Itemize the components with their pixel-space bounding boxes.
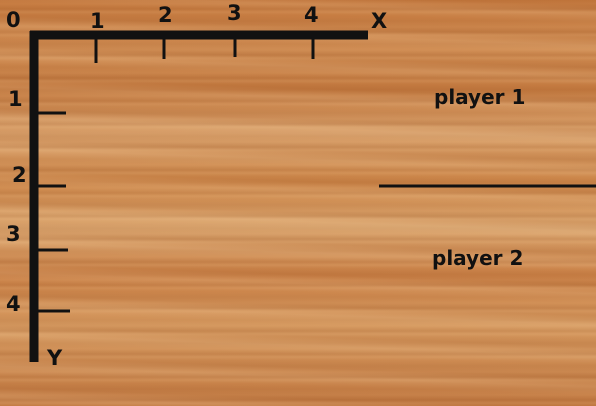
x-tick-label-4: 4 [304, 3, 319, 27]
x-tick-label-3: 3 [227, 1, 242, 25]
y-tick-label-3: 3 [6, 222, 21, 246]
y-tick-label-4: 4 [6, 292, 21, 316]
y-tick-label-2: 2 [12, 163, 27, 187]
y-axis-label: Y [47, 346, 63, 370]
origin-label: 0 [6, 8, 21, 32]
player-1-label: player 1 [434, 85, 526, 109]
player-2-label: player 2 [432, 246, 524, 270]
y-tick-label-1: 1 [8, 87, 23, 111]
x-tick-label-2: 2 [158, 3, 173, 27]
x-axis-label: X [371, 9, 388, 33]
x-tick-label-1: 1 [90, 9, 105, 33]
